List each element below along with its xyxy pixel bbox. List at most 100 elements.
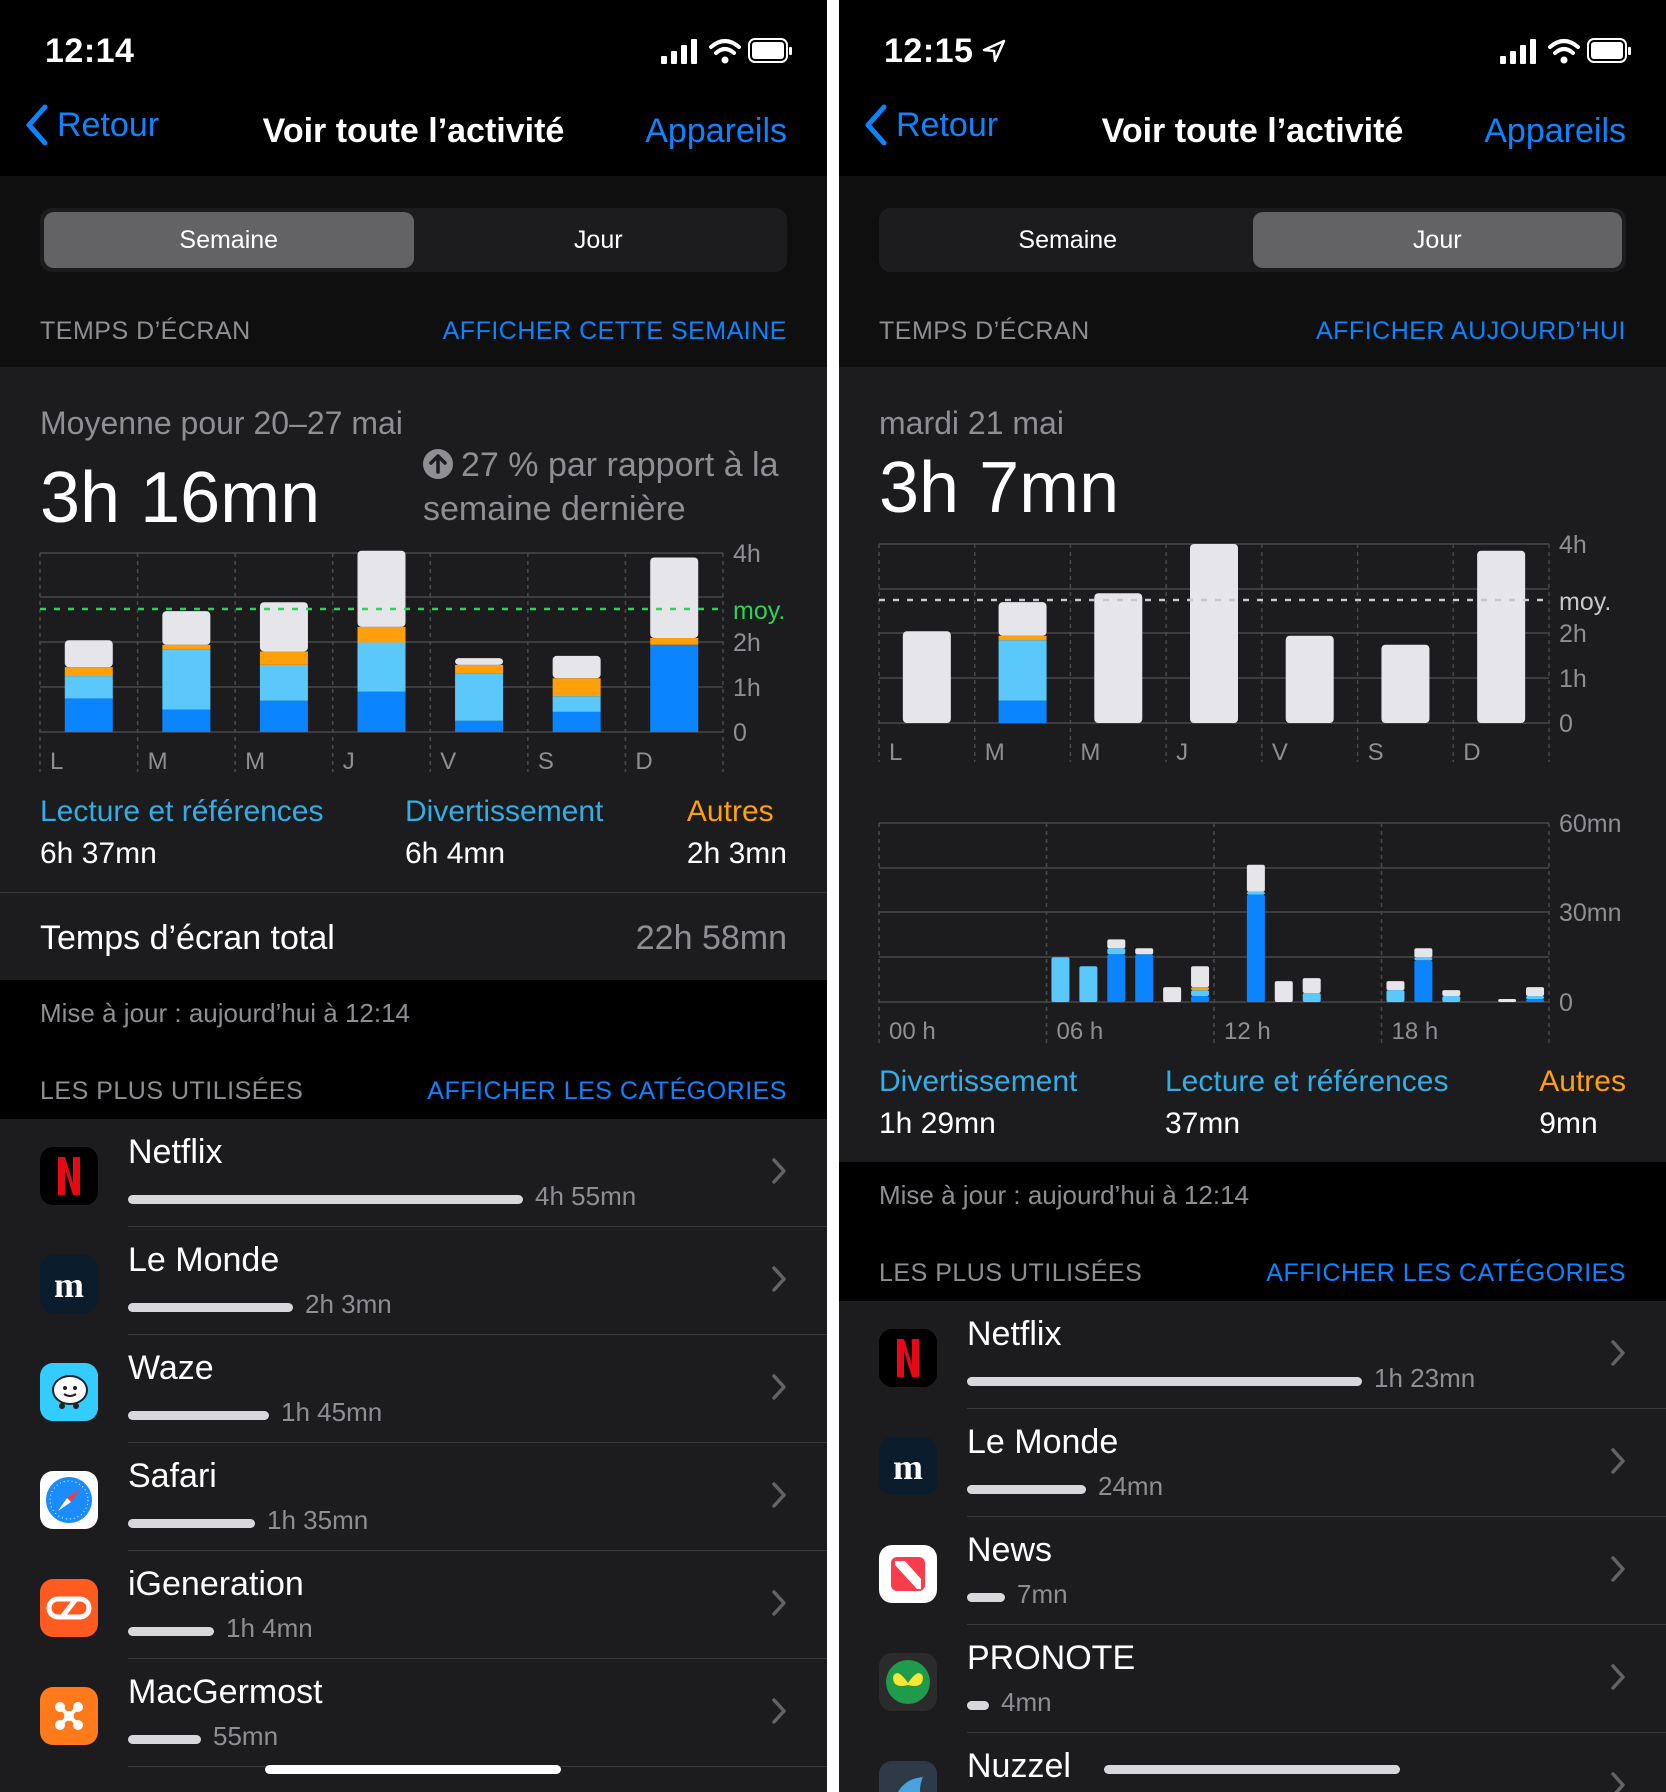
segment-day[interactable]: Jour [1252, 212, 1622, 268]
chevron-right-icon [772, 1374, 786, 1400]
chevron-right-icon [772, 1590, 786, 1616]
comparison-text: 27 % par rapport à la semaine dernière [423, 446, 779, 528]
category-other: Autres 2h 3mn [687, 795, 787, 871]
hour-bar-13-other-segment [1246, 864, 1265, 892]
category-value: 2h 3mn [686, 837, 787, 870]
netflix-icon [879, 1329, 937, 1387]
row-divider [967, 1408, 1666, 1409]
y-tick-label: 1h [1559, 665, 1587, 693]
chevron-right-icon [1611, 1664, 1625, 1690]
battery-icon [748, 38, 792, 63]
app-usage-time: 1h 35mn [267, 1505, 369, 1535]
home-indicator [265, 1765, 561, 1774]
hour-bar-22-other-segment [1498, 999, 1517, 1002]
chevron-right-icon [772, 1698, 786, 1724]
app-row-le-monde[interactable]: m Le Monde 2h 3mn [0, 1227, 827, 1335]
show-today-link[interactable]: AFFICHER AUJOURD’HUI [1315, 317, 1626, 345]
last-updated: Mise à jour : aujourd’hui à 12:14 [879, 1180, 1250, 1210]
bar-J-Autres [357, 626, 406, 643]
row-divider [128, 1334, 827, 1335]
bar-S-Lecture et références [552, 711, 601, 732]
chevron-right-icon [772, 1482, 786, 1508]
app-row-nuzzel[interactable]: Nuzzel [839, 1733, 1666, 1792]
bar-M-other-segment [998, 602, 1047, 636]
app-name: MacGermost [128, 1673, 323, 1711]
devices-button[interactable]: Appareils [645, 112, 787, 150]
hour-bar-18-Divertissement [1386, 990, 1405, 1002]
app-row-igeneration[interactable]: iGeneration 1h 4mn [0, 1551, 827, 1659]
hour-bar-8-Lecture et références [1107, 954, 1126, 1002]
usage-bar [967, 1593, 1005, 1602]
back-label: Retour [896, 105, 999, 144]
bar-S-other-segment [552, 655, 601, 679]
app-row-safari[interactable]: Safari 1h 35mn [0, 1443, 827, 1551]
app-row-news[interactable]: News 7mn [839, 1517, 1666, 1625]
app-name: Netflix [967, 1315, 1062, 1353]
back-button[interactable]: Retour [25, 104, 159, 146]
bar-J-other-segment [1190, 544, 1238, 723]
week-panel: 12:14 Retour Voir toute l’activité Appar… [0, 0, 827, 1792]
app-row-pronote[interactable]: PRONOTE 4mn [839, 1625, 1666, 1733]
show-this-week-link[interactable]: AFFICHER CETTE SEMAINE [442, 317, 787, 345]
chevron-left-icon [26, 104, 48, 146]
hour-bar-6-Divertissement [1051, 957, 1070, 1002]
nav-bar: Retour Voir toute l’activité Appareils [839, 96, 1666, 176]
nuzzel-icon [879, 1761, 937, 1792]
hour-bar-15-Divertissement [1302, 993, 1321, 1002]
usage-bar [128, 1519, 255, 1528]
hour-bar-10-other-segment [1163, 987, 1182, 1002]
total-label: Temps d’écran total [40, 919, 335, 957]
arrow-up-circle-icon [423, 449, 453, 479]
chevron-right-icon [772, 1266, 786, 1292]
y-tick-label: 1h [733, 674, 761, 702]
day-usage-charts: L M M J V S D 0 1h 2h 4h moy. 00 h 06 h 12 h 18 h 0 30mn 6… [878, 531, 1622, 1045]
hour-bar-20-Divertissement [1442, 996, 1461, 1002]
most-used-label: LES PLUS UTILISÉES [879, 1259, 1143, 1287]
macgermost-icon [40, 1687, 98, 1745]
bar-M-Divertissement [259, 664, 308, 701]
bar-J-Lecture et références [357, 691, 406, 732]
x-tick-label: M [1080, 739, 1100, 766]
app-usage-time: 24mn [1098, 1471, 1164, 1501]
hour-bar-19-Divertissement [1414, 957, 1433, 961]
chevron-left-icon [865, 104, 887, 146]
app-usage-time: 55mn [213, 1721, 279, 1751]
row-divider [967, 1624, 1666, 1625]
safari-icon [40, 1471, 98, 1529]
hour-bar-7-Divertissement [1079, 966, 1098, 1002]
hour-bar-11-Lecture et références [1191, 996, 1210, 1002]
app-row-waze[interactable]: Waze 1h 45mn [0, 1335, 827, 1443]
hour-bar-13-Lecture et références [1246, 894, 1265, 1002]
show-categories-link[interactable]: AFFICHER LES CATÉGORIES [427, 1077, 787, 1105]
chevron-right-icon [772, 1158, 786, 1184]
bar-S-other-segment [1381, 644, 1430, 723]
bar-M-Lecture et références [259, 700, 308, 732]
segment-day[interactable]: Jour [573, 225, 623, 254]
row-divider [967, 1732, 1666, 1733]
app-row-netflix[interactable]: Netflix 1h 23mn [839, 1301, 1666, 1409]
y-tick-label: 60mn [1559, 810, 1622, 838]
svg-text:m: m [54, 1265, 84, 1305]
segment-week[interactable]: Semaine [44, 212, 414, 268]
devices-button[interactable]: Appareils [1484, 112, 1626, 150]
app-row-macgermost[interactable]: MacGermost 55mn [0, 1659, 827, 1767]
average-label: moy. [733, 597, 785, 625]
usage-bar [128, 1195, 523, 1204]
status-time: 12:15 [884, 32, 1007, 71]
category-name: Autres [686, 795, 774, 828]
app-row-le-monde[interactable]: m Le Monde 24mn [839, 1409, 1666, 1517]
hour-bar-8-Divertissement [1107, 948, 1126, 955]
x-tick-label: D [635, 748, 652, 775]
show-categories-link[interactable]: AFFICHER LES CATÉGORIES [1266, 1259, 1626, 1287]
row-divider [128, 1226, 827, 1227]
back-button[interactable]: Retour [864, 104, 998, 146]
week-usage-chart: L M M J V S D 0 1h 2h 4h moy. [39, 540, 785, 775]
segment-week[interactable]: Semaine [1018, 225, 1118, 254]
bar-L-other-segment [902, 631, 951, 723]
app-row-netflix[interactable]: Netflix 4h 55mn [0, 1119, 827, 1227]
pronote-icon [879, 1653, 937, 1711]
usage-bar [128, 1735, 201, 1744]
usage-bar [967, 1701, 989, 1710]
status-time: 12:14 [45, 32, 135, 70]
screen-time-card: mardi 21 mai 3h 7mn L M M J V S D 0 1h 2h 4h moy. 00… [839, 367, 1666, 1162]
